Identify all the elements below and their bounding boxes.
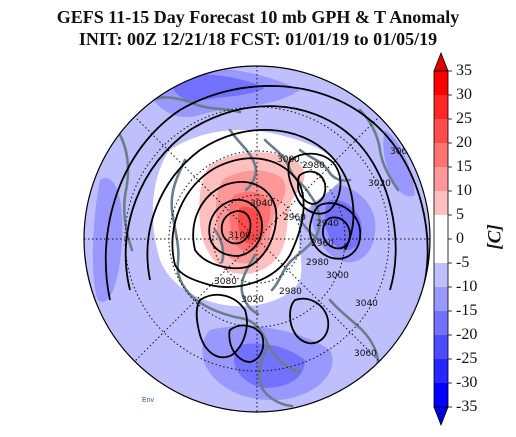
colorbar-segment (434, 95, 448, 120)
height-contours (104, 85, 429, 363)
chart-title-line-2: INIT: 00Z 12/21/18 FCST: 01/01/19 to 01/… (78, 29, 438, 49)
colorbar-tick-label: -30 (456, 374, 478, 391)
contour-label: 3040 (355, 299, 378, 309)
colorbar-tick-label: 35 (456, 62, 472, 79)
colorbar-tick-label: 0 (456, 230, 464, 247)
colorbar-tick-label: -25 (456, 350, 478, 367)
colorbar-tick-label: 15 (456, 158, 472, 175)
contour-label: 2980 (279, 287, 302, 297)
colorbar-segment (434, 311, 448, 336)
colorbar-segment (434, 359, 448, 384)
chart-title-line-1: GEFS 11-15 Day Forecast 10 mb GPH & T An… (56, 7, 460, 27)
contour-label: 3060 (390, 147, 413, 157)
graticule (84, 66, 430, 412)
cold-anomaly-region (383, 130, 415, 197)
cold-anomaly-region (234, 343, 305, 388)
colorbar-unit-label: [C] (484, 224, 506, 250)
colorbar-tick-label: -15 (456, 302, 478, 319)
colorbar (433, 51, 452, 427)
colorbar-segment (434, 143, 448, 168)
contour-label: 3000 (326, 271, 349, 281)
colorbar-segment (434, 71, 448, 96)
contour-label: 3080 (214, 277, 237, 287)
contour-label: 2980 (306, 258, 329, 268)
colorbar-tick-label: 20 (456, 134, 472, 151)
map-boundary (83, 65, 431, 413)
map-disk: 3000 2980 3040 3100 2960 2940 2960 2980 … (84, 66, 430, 412)
colorbar-segment (434, 383, 448, 408)
contour-label: 2960 (283, 213, 306, 223)
colorbar-tick-label: -20 (456, 326, 478, 343)
colorbar-segment (434, 263, 448, 288)
colorbar-segment (434, 215, 448, 240)
colorbar-tick-label: 5 (456, 206, 464, 223)
colorbar-segment (434, 287, 448, 312)
colorbar-segment (434, 119, 448, 144)
colorbar-segment (434, 335, 448, 360)
credit-text: Env (142, 397, 155, 404)
colorbar-min-extension (433, 406, 449, 427)
colorbar-tick-label: 30 (456, 86, 472, 103)
contour-label: 3020 (241, 295, 264, 305)
contour-labels: 3000 2980 3040 3100 2960 2940 2960 2980 … (214, 147, 413, 359)
cold-anomaly-region (170, 74, 265, 102)
contour-label: 3060 (354, 349, 377, 359)
colorbar-max-extension (433, 51, 449, 72)
colorbar-tick-label: -10 (456, 278, 478, 295)
colorbar-segment (434, 239, 448, 264)
contour-label: 3040 (250, 199, 273, 209)
contour-label: 3100 (228, 231, 251, 241)
contour-label: 3020 (368, 179, 391, 189)
contour-label: 2960 (311, 239, 334, 249)
colorbar-segment (434, 191, 448, 216)
contour-label: 2980 (302, 161, 325, 171)
colorbar-tick-label: 25 (456, 110, 472, 127)
colorbar-tick-label: 10 (456, 182, 472, 199)
colorbar-tick-label: -35 (456, 398, 478, 415)
contour-label: 2940 (316, 219, 339, 229)
colorbar-segment (434, 167, 448, 192)
cold-anomaly-region (92, 178, 123, 302)
colorbar-tick-label: -5 (456, 254, 470, 271)
contour-label: 3000 (277, 155, 300, 165)
